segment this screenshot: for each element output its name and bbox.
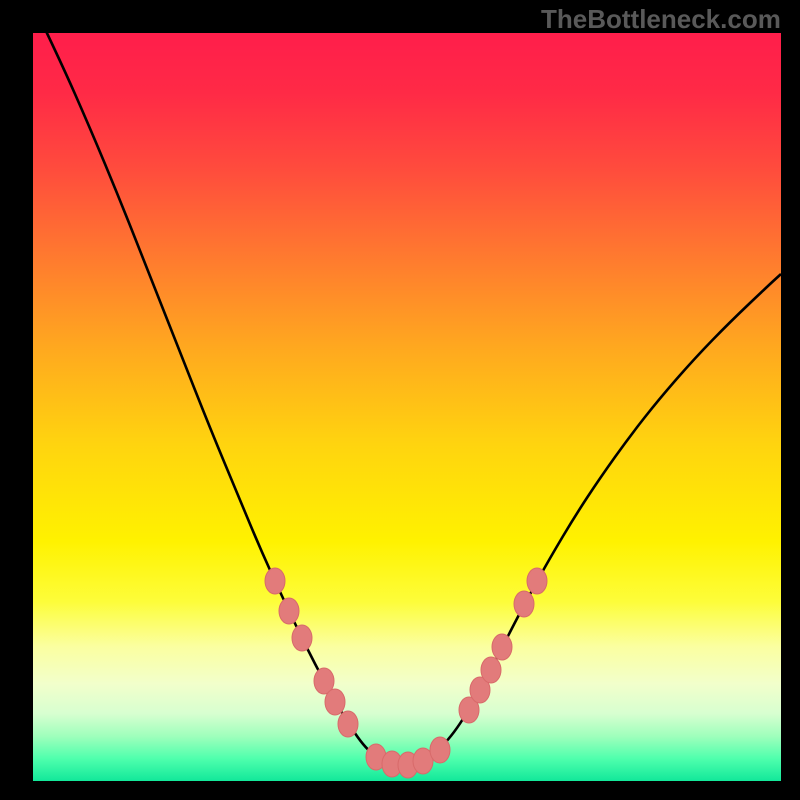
data-marker (325, 689, 345, 715)
data-marker (481, 657, 501, 683)
data-marker (430, 737, 450, 763)
chart-outer: TheBottleneck.com (0, 0, 800, 800)
data-marker (338, 711, 358, 737)
data-marker (514, 591, 534, 617)
data-marker (292, 625, 312, 651)
data-marker (527, 568, 547, 594)
watermark-text: TheBottleneck.com (541, 4, 781, 35)
plot-area (33, 33, 781, 781)
data-marker (265, 568, 285, 594)
curve-line (34, 6, 781, 765)
data-markers (265, 568, 547, 778)
data-marker (279, 598, 299, 624)
data-marker (492, 634, 512, 660)
bottleneck-curve (33, 33, 781, 781)
